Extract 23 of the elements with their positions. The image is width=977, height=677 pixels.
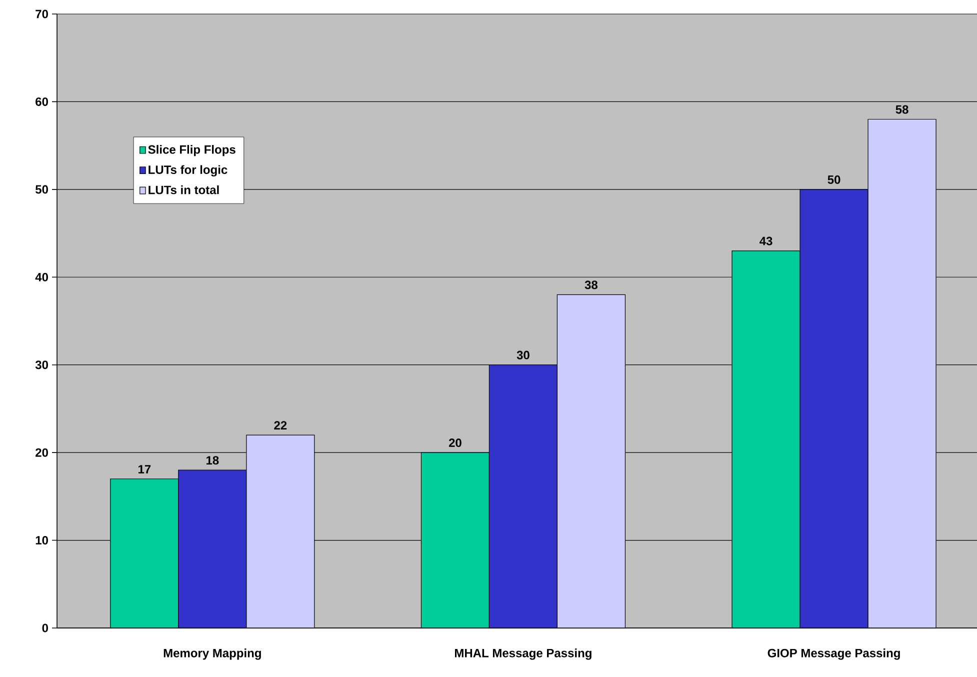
y-tick-label: 50 <box>36 185 48 194</box>
legend-label: LUTs for logic <box>148 165 228 176</box>
data-label: 17 <box>138 465 151 474</box>
y-tick-label: 20 <box>36 448 48 457</box>
y-tick-label: 10 <box>36 536 48 545</box>
x-tick-label: MHAL Message Passing <box>455 648 592 660</box>
data-label: 22 <box>274 421 287 430</box>
y-tick-label: 0 <box>42 624 48 632</box>
data-label: 50 <box>828 175 840 184</box>
data-label: 20 <box>448 438 462 448</box>
y-tick-label: 60 <box>36 97 48 106</box>
data-label: 43 <box>760 236 772 246</box>
y-tick-label: 30 <box>35 360 48 370</box>
y-tick-label: 70 <box>36 10 48 18</box>
data-label: 58 <box>896 105 908 114</box>
legend-label: Slice Flip Flops <box>148 145 236 156</box>
x-tick-label: Memory Mapping <box>164 648 261 660</box>
data-label: 30 <box>516 350 530 360</box>
data-label: 18 <box>206 456 219 465</box>
y-tick-label: 40 <box>35 272 48 282</box>
legend-label: LUTs in total <box>148 185 219 194</box>
x-tick-label: GIOP Message Passing <box>768 648 900 660</box>
data-label: 38 <box>584 280 598 290</box>
